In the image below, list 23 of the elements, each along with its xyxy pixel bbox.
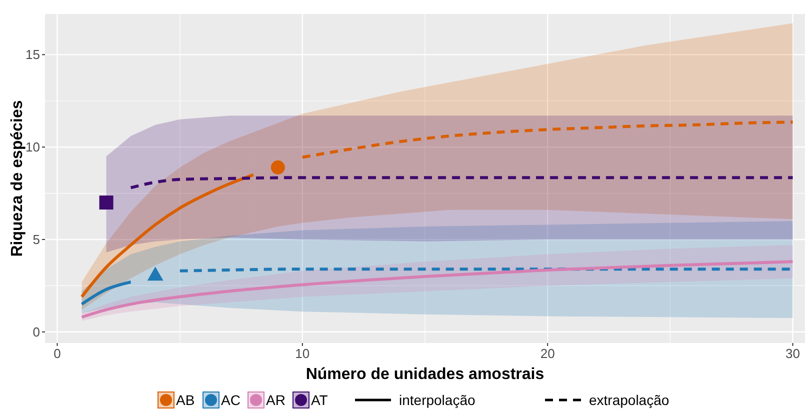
y-tick-label: 10: [26, 140, 40, 155]
legend-label: AR: [266, 392, 286, 408]
y-tick-label: 15: [26, 47, 40, 62]
text: extrapolação: [589, 392, 670, 408]
y-tick-label: 5: [32, 232, 40, 248]
x-tick-label: 20: [540, 346, 555, 361]
legend-label: AT: [311, 392, 328, 408]
line-series: [80, 173, 255, 298]
point: [99, 196, 114, 210]
point: [147, 266, 164, 281]
text: interpolação: [399, 392, 476, 408]
x-tick-label: 30: [786, 346, 800, 361]
line-series: [300, 120, 794, 159]
legend-label: AC: [221, 392, 240, 408]
point: [270, 160, 285, 174]
legend-label: AB: [176, 392, 195, 408]
y-axis-title: Riqueza de espécies: [9, 100, 26, 257]
line-series: [129, 176, 794, 190]
x-tick-label: 10: [295, 346, 310, 361]
x-axis-title: Número de unidades amostrais: [306, 366, 544, 383]
line-series: [80, 260, 794, 319]
y-tick-label: 0: [32, 324, 40, 340]
x-tick-label: 0: [54, 346, 61, 361]
